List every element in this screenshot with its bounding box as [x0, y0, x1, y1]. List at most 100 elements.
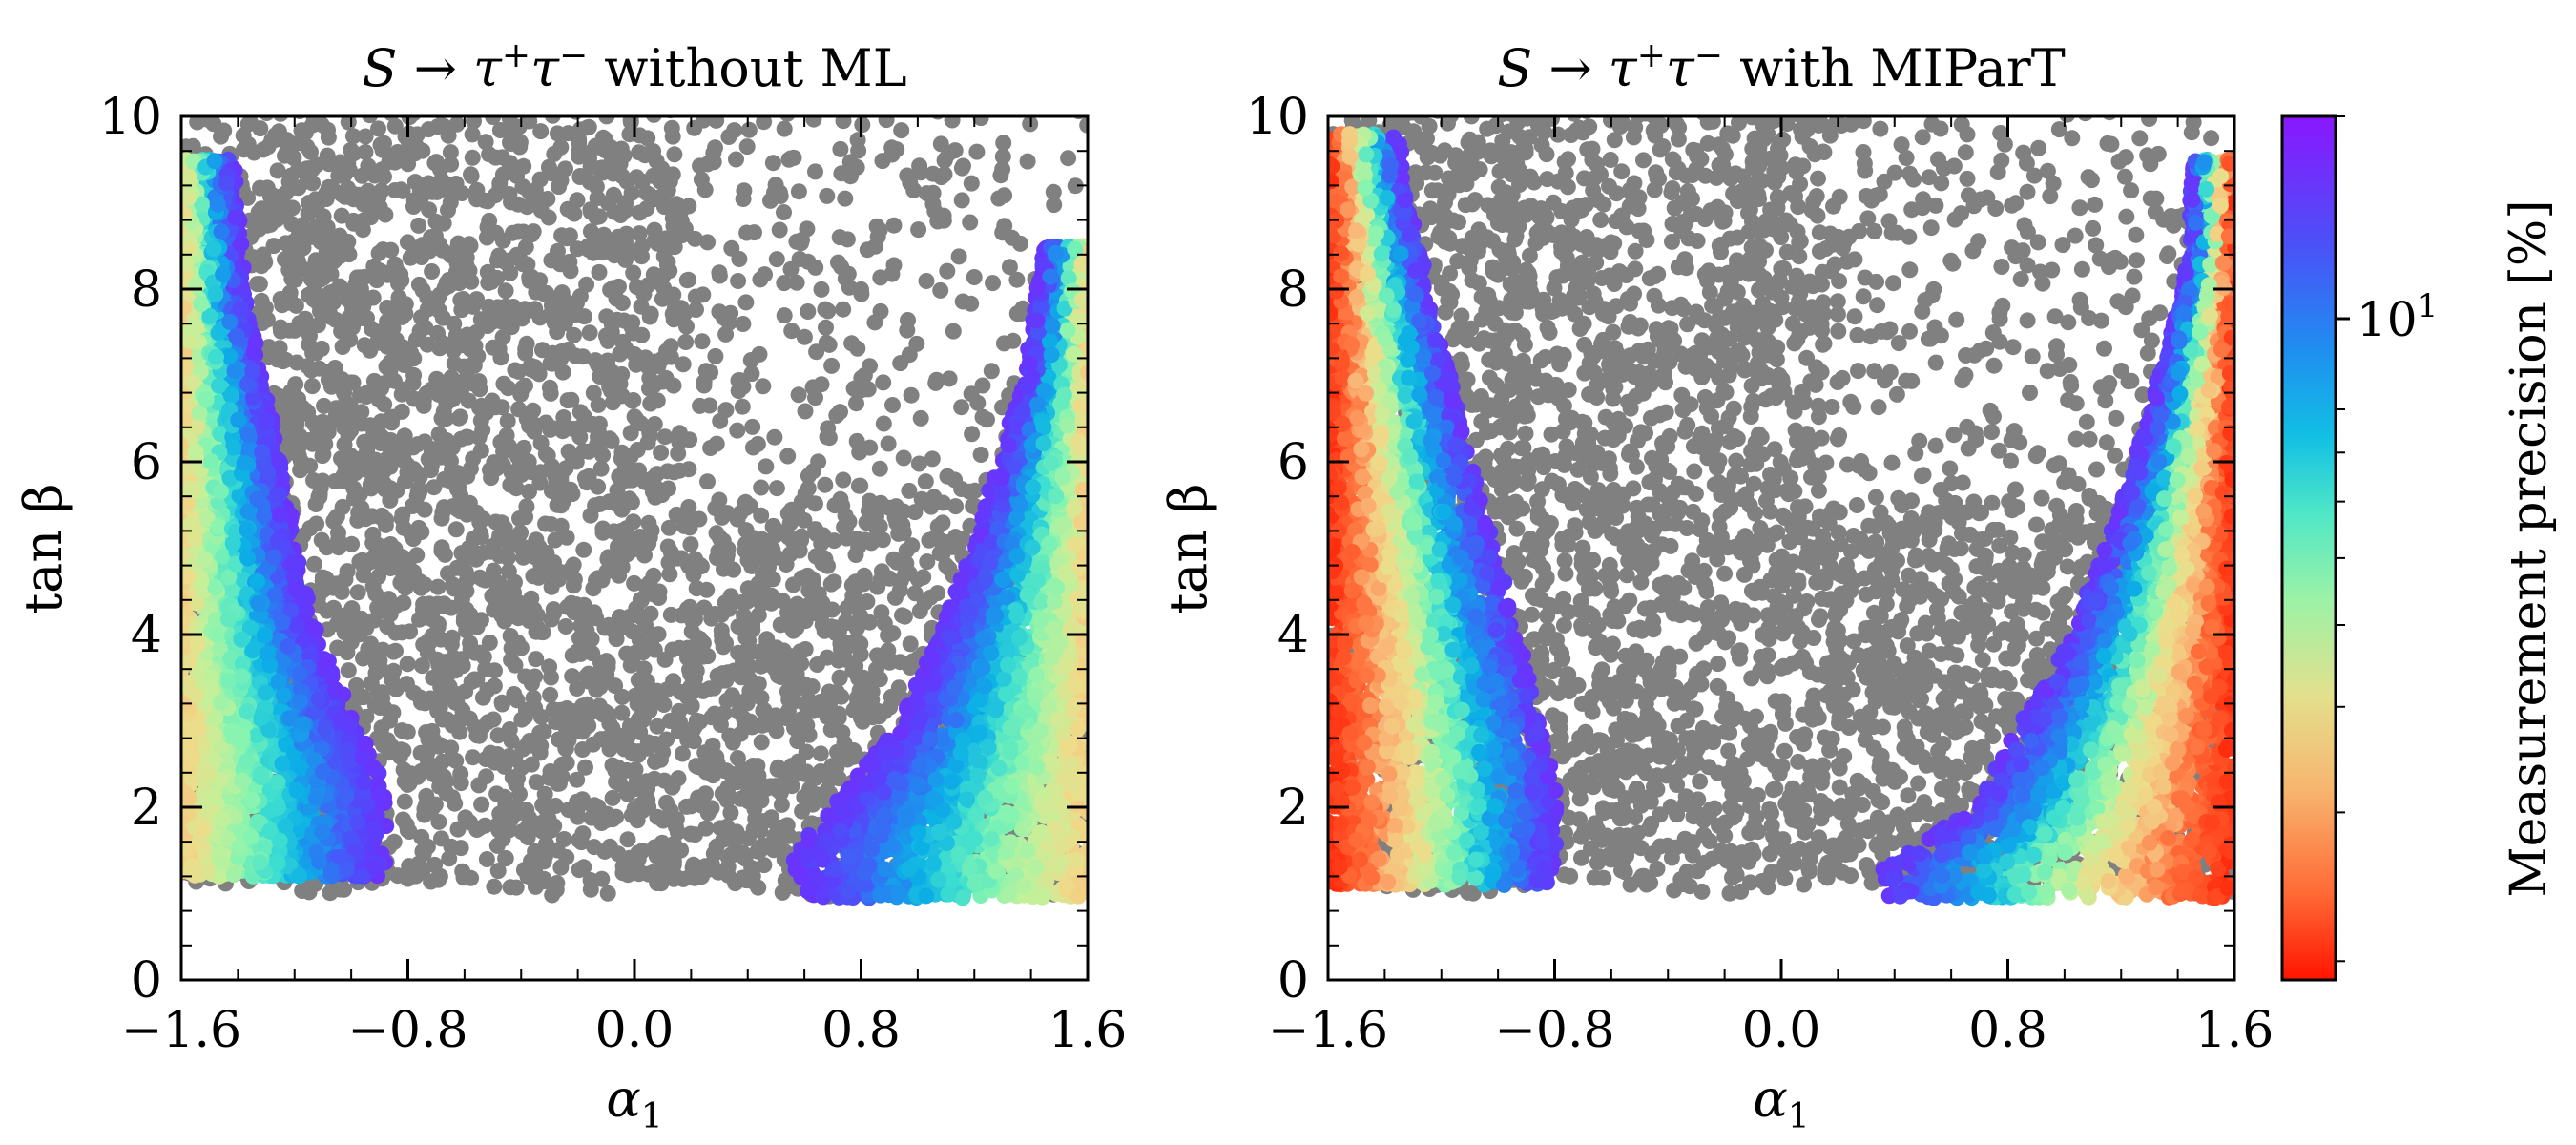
excluded-point	[331, 278, 348, 295]
excluded-point	[542, 421, 559, 438]
excluded-point	[488, 785, 506, 802]
excluded-point	[527, 668, 544, 685]
excluded-point	[755, 378, 772, 395]
excluded-point	[313, 531, 330, 549]
excluded-point	[972, 447, 989, 463]
excluded-point	[253, 94, 269, 110]
excluded-point	[557, 160, 573, 177]
excluded-point	[651, 590, 668, 606]
excluded-point	[516, 708, 533, 725]
excluded-point	[313, 116, 330, 134]
points-layer-0	[181, 93, 1088, 906]
excluded-point	[548, 714, 565, 731]
excluded-point	[395, 448, 412, 466]
excluded-point	[847, 657, 864, 675]
excluded-point	[509, 98, 525, 114]
excluded-point	[491, 175, 509, 192]
excluded-point	[486, 601, 503, 618]
excluded-point	[677, 334, 695, 350]
excluded-point	[535, 853, 552, 870]
excluded-point	[912, 164, 929, 181]
excluded-point	[832, 404, 848, 421]
excluded-point	[306, 282, 322, 300]
excluded-point	[205, 116, 212, 117]
excluded-point	[946, 142, 964, 159]
excluded-point	[654, 373, 672, 390]
excluded-point	[405, 498, 421, 514]
excluded-point	[692, 397, 708, 414]
excluded-point	[438, 274, 455, 291]
excluded-point	[799, 717, 816, 734]
excluded-point	[451, 97, 467, 114]
excluded-point	[430, 813, 447, 830]
excluded-point	[286, 436, 302, 453]
excluded-point	[822, 618, 840, 635]
excluded-point	[867, 238, 883, 255]
excluded-point	[335, 116, 343, 117]
excluded-point	[717, 402, 735, 419]
excluded-point	[373, 161, 390, 178]
excluded-point	[411, 182, 428, 199]
excluded-point	[825, 573, 842, 591]
excluded-point	[818, 319, 834, 336]
excluded-point	[393, 403, 410, 420]
excluded-point	[443, 599, 460, 616]
excluded-point	[785, 618, 802, 635]
excluded-point	[442, 247, 459, 264]
excluded-point	[453, 651, 470, 668]
excluded-point	[868, 661, 884, 677]
excluded-point	[483, 273, 500, 290]
excluded-point	[633, 687, 650, 704]
excluded-point	[833, 688, 850, 705]
excluded-point	[478, 851, 495, 867]
excluded-point	[750, 879, 767, 896]
excluded-point	[376, 396, 393, 413]
excluded-point	[793, 235, 810, 252]
excluded-point	[411, 611, 427, 628]
excluded-point	[407, 331, 425, 348]
excluded-point	[443, 739, 460, 757]
excluded-point	[624, 392, 641, 409]
excluded-point	[819, 187, 836, 204]
excluded-point	[770, 710, 787, 727]
excluded-point	[932, 281, 949, 299]
excluded-point	[365, 549, 383, 565]
excluded-point	[572, 99, 589, 115]
excluded-point	[447, 795, 464, 812]
excluded-point	[687, 551, 704, 568]
excluded-point	[614, 864, 632, 882]
excluded-point	[647, 489, 664, 506]
excluded-point	[503, 652, 520, 669]
excluded-point	[382, 712, 399, 729]
excluded-point	[474, 689, 491, 706]
excluded-point	[699, 156, 717, 173]
excluded-point	[582, 201, 599, 219]
excluded-point	[1005, 332, 1022, 349]
excluded-point	[440, 565, 456, 582]
excluded-point	[337, 461, 354, 478]
excluded-point	[370, 189, 387, 206]
excluded-point	[513, 823, 530, 841]
excluded-point	[671, 97, 687, 114]
excluded-point	[427, 154, 445, 171]
excluded-point	[894, 516, 911, 533]
excluded-point	[747, 537, 764, 554]
excluded-point	[340, 116, 357, 131]
excluded-point	[839, 231, 856, 248]
excluded-point	[696, 181, 714, 198]
excluded-point	[779, 604, 796, 621]
excluded-point	[315, 582, 332, 599]
excluded-point	[718, 505, 736, 522]
excluded-point	[510, 401, 528, 418]
excluded-point	[849, 340, 866, 357]
excluded-point	[641, 308, 658, 325]
excluded-point	[278, 415, 295, 432]
excluded-point	[574, 348, 592, 365]
excluded-point	[819, 649, 836, 666]
excluded-point	[637, 616, 654, 634]
excluded-point	[297, 162, 314, 179]
excluded-point	[1055, 93, 1071, 109]
excluded-point	[435, 403, 452, 420]
excluded-point	[605, 186, 622, 203]
